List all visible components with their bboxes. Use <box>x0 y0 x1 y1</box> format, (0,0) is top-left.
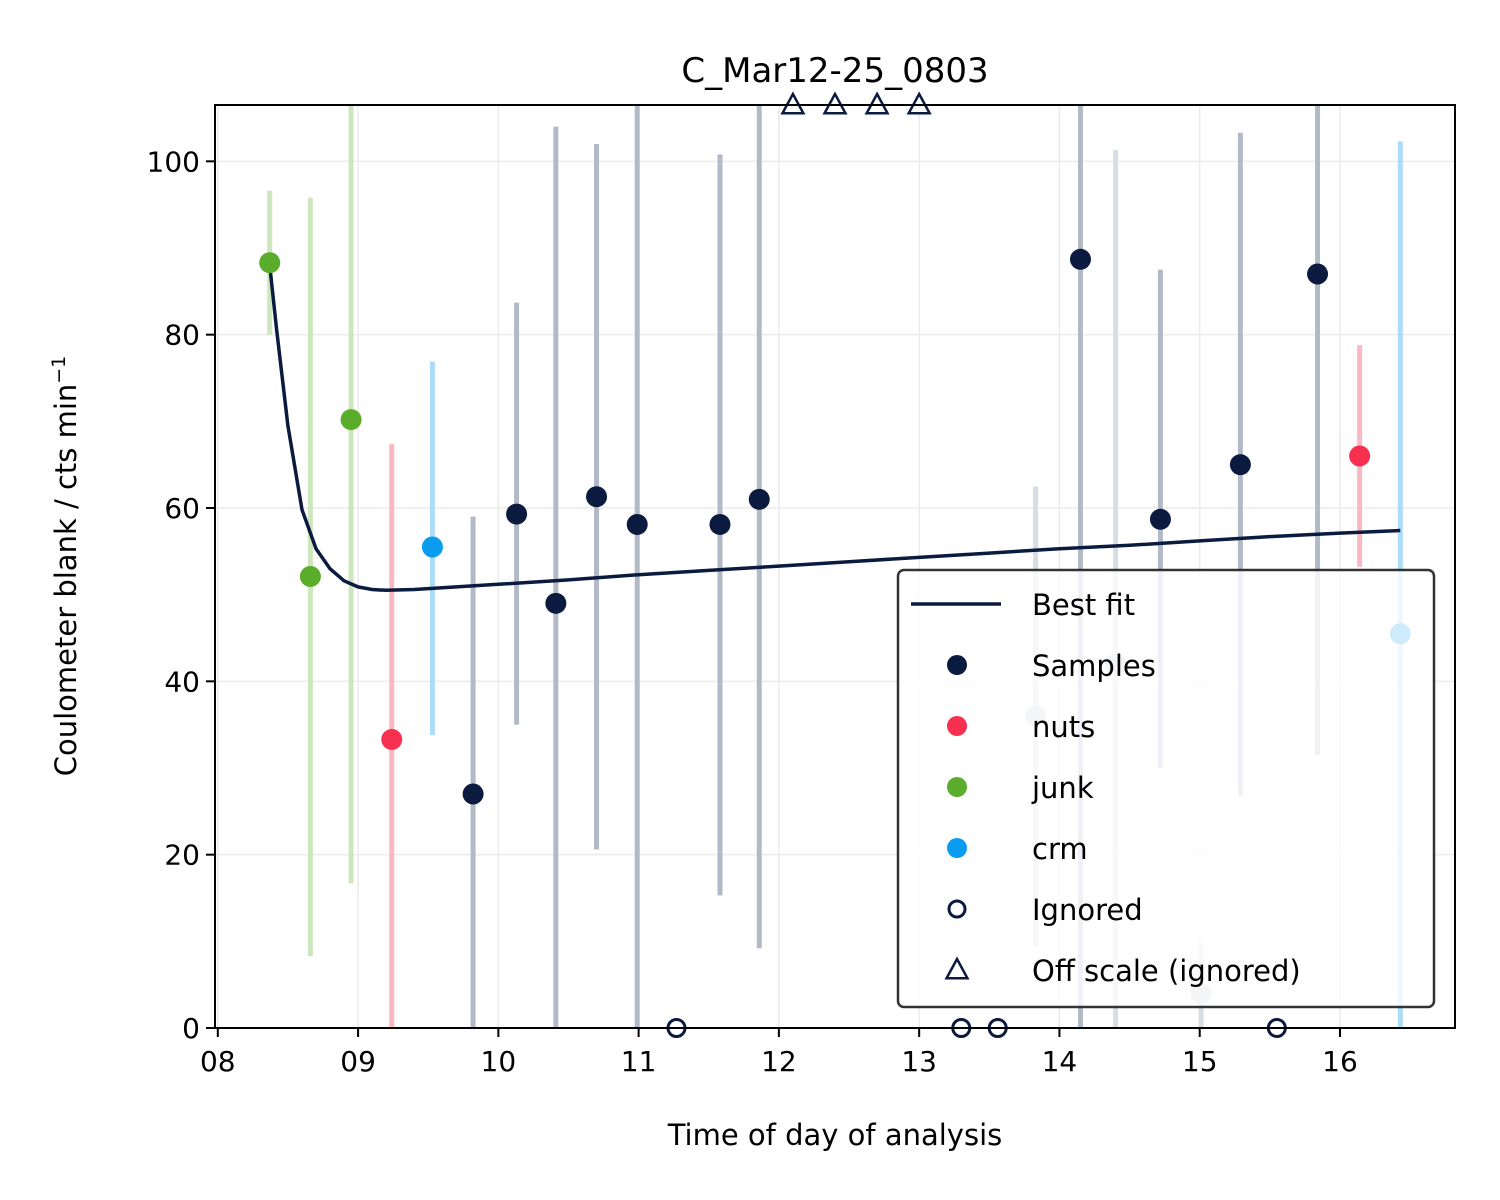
y-axis-label: Coulometer blank / cts min−1 <box>48 356 83 777</box>
junk-marker <box>299 565 321 587</box>
y-axis-label-text: Coulometer blank / cts min <box>49 384 83 777</box>
x-axis-label: Time of day of analysis <box>667 1118 1003 1152</box>
legend-label-off-scale-ignored: Off scale (ignored) <box>1032 954 1301 988</box>
legend-item-junk: junk <box>947 771 1094 805</box>
samples-marker <box>1307 263 1329 285</box>
legend-swatch-samples <box>947 655 967 675</box>
legend-items: Best fit Samples nuts junk crm Ignored Off sca… <box>911 588 1301 988</box>
chart-title: C_Mar12-25_0803 <box>681 51 988 91</box>
samples-marker <box>586 486 608 508</box>
y-tick-label: 60 <box>164 492 200 525</box>
samples-marker <box>462 783 484 805</box>
legend-swatch-nuts <box>947 716 967 736</box>
legend-item-crm: crm <box>947 832 1088 866</box>
y-axis-label-exponent: −1 <box>48 356 70 384</box>
legend-label-ignored: Ignored <box>1032 893 1143 927</box>
samples-marker <box>626 513 648 535</box>
y-tick-label: 20 <box>164 839 200 872</box>
off-scale-ignored-marker <box>906 91 932 115</box>
nuts-marker <box>1349 445 1371 467</box>
junk-marker <box>340 409 362 431</box>
crm-marker <box>421 536 443 558</box>
legend-item-off-scale-ignored: Off scale (ignored) <box>944 954 1301 988</box>
legend-swatch-crm <box>947 838 967 858</box>
junk-marker <box>259 252 281 274</box>
y-axis-ticks: 0 20 40 60 80 100 <box>147 145 215 1045</box>
best-fit-line <box>267 265 1401 593</box>
nuts-marker <box>381 728 403 750</box>
samples-marker <box>709 513 731 535</box>
legend-label-best-fit: Best fit <box>1032 588 1135 622</box>
y-tick-label: 40 <box>164 665 200 698</box>
legend-label-samples: Samples <box>1032 649 1156 683</box>
samples-marker <box>748 488 770 510</box>
off-scale-ignored-marker <box>864 91 890 115</box>
y-tick-label: 80 <box>164 319 200 352</box>
off-scale-ignored-marker <box>822 91 848 115</box>
x-tick-label: 10 <box>481 1045 517 1078</box>
samples-marker <box>545 592 567 614</box>
x-tick-label: 14 <box>1042 1045 1078 1078</box>
legend-label-nuts: nuts <box>1032 710 1095 744</box>
x-tick-label: 16 <box>1322 1045 1358 1078</box>
legend-swatch-ignored <box>947 899 967 919</box>
samples-marker <box>1069 248 1091 270</box>
x-tick-label: 09 <box>340 1045 376 1078</box>
samples-marker <box>1149 508 1171 530</box>
legend-item-best-fit: Best fit <box>911 588 1135 622</box>
legend-item-nuts: nuts <box>947 710 1095 744</box>
x-tick-label: 13 <box>901 1045 937 1078</box>
off-scale-ignored-marker <box>780 91 806 115</box>
legend-swatch-off-scale-ignored <box>944 956 970 980</box>
y-tick-label: 100 <box>147 145 200 178</box>
legend-swatch-junk <box>947 777 967 797</box>
x-tick-label: 12 <box>761 1045 797 1078</box>
x-tick-label: 15 <box>1182 1045 1218 1078</box>
plot-frame <box>214 104 1456 1029</box>
legend-item-samples: Samples <box>947 649 1156 683</box>
legend-box <box>896 568 1436 1009</box>
y-tick-label: 0 <box>182 1012 200 1045</box>
samples-marker <box>1229 454 1251 476</box>
legend-label-junk: junk <box>1031 771 1094 805</box>
legend: Best fit Samples nuts junk crm Ignored Off sca… <box>896 568 1436 1009</box>
legend-item-ignored: Ignored <box>947 893 1143 927</box>
samples-marker <box>506 503 528 525</box>
x-axis-ticks: 08 09 10 11 12 13 14 15 16 <box>200 1028 1358 1078</box>
legend-label-crm: crm <box>1032 832 1088 866</box>
x-tick-label: 11 <box>621 1045 657 1078</box>
x-tick-label: 08 <box>200 1045 236 1078</box>
